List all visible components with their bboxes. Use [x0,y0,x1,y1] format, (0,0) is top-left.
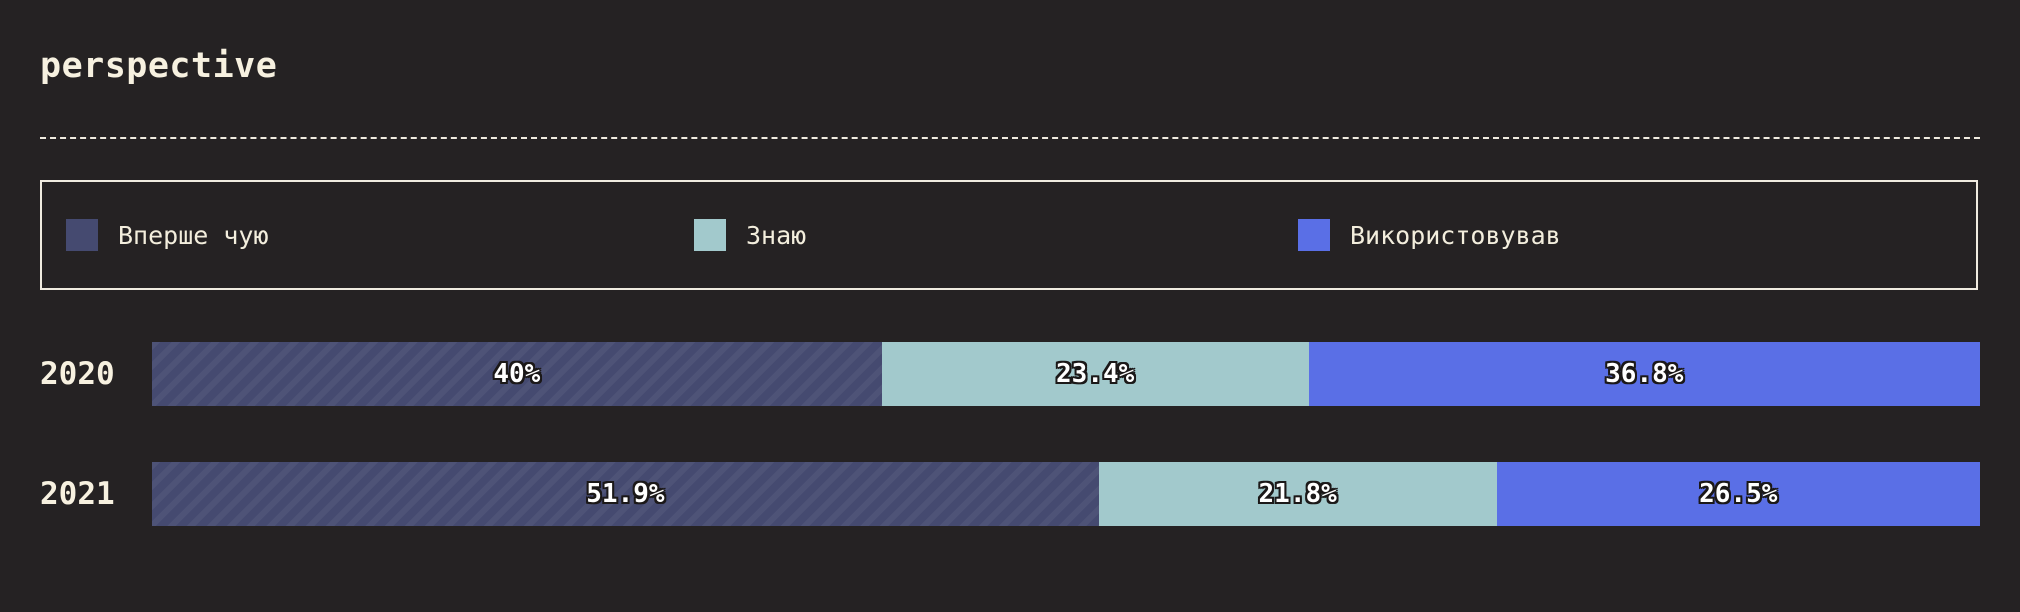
bar-segment-2021-2: 26.5% [1496,462,1980,526]
bar-segment-2020-0: 40% [152,342,882,406]
bar-segment-2020-1: 23.4% [881,342,1309,406]
data-label-2020-0: 40% [493,359,541,389]
category-label-2021: 2021 [40,476,115,512]
category-label-2020: 2020 [40,356,115,392]
legend-swatch-2 [1298,219,1330,251]
bar-row-2021: 51.9% 21.8% 26.5% [152,462,1980,526]
legend-label-2: Використовував [1350,220,1561,250]
legend-label-0: Вперше чую [118,220,269,250]
legend-item-2: Використовував [1298,218,1561,252]
data-label-2020-2: 36.8% [1605,359,1684,389]
data-label-2021-2: 26.5% [1699,479,1778,509]
legend-item-1: Знаю [694,218,806,252]
bar-segment-2020-2: 36.8% [1308,342,1980,406]
legend-label-1: Знаю [746,220,807,250]
bar-segment-2021-0: 51.9% [152,462,1099,526]
bar-segment-2021-1: 21.8% [1098,462,1497,526]
legend-item-0: Вперше чую [66,218,269,252]
chart-title: perspective [40,46,278,86]
title-divider [40,137,1980,139]
data-label-2020-1: 23.4% [1056,359,1135,389]
bar-row-2020: 40% 23.4% 36.8% [152,342,1980,406]
legend-swatch-1 [694,219,726,251]
data-label-2021-1: 21.8% [1258,479,1337,509]
legend-swatch-0 [66,219,98,251]
data-label-2021-0: 51.9% [586,479,665,509]
legend: Вперше чую Знаю Використовував [40,180,1978,290]
